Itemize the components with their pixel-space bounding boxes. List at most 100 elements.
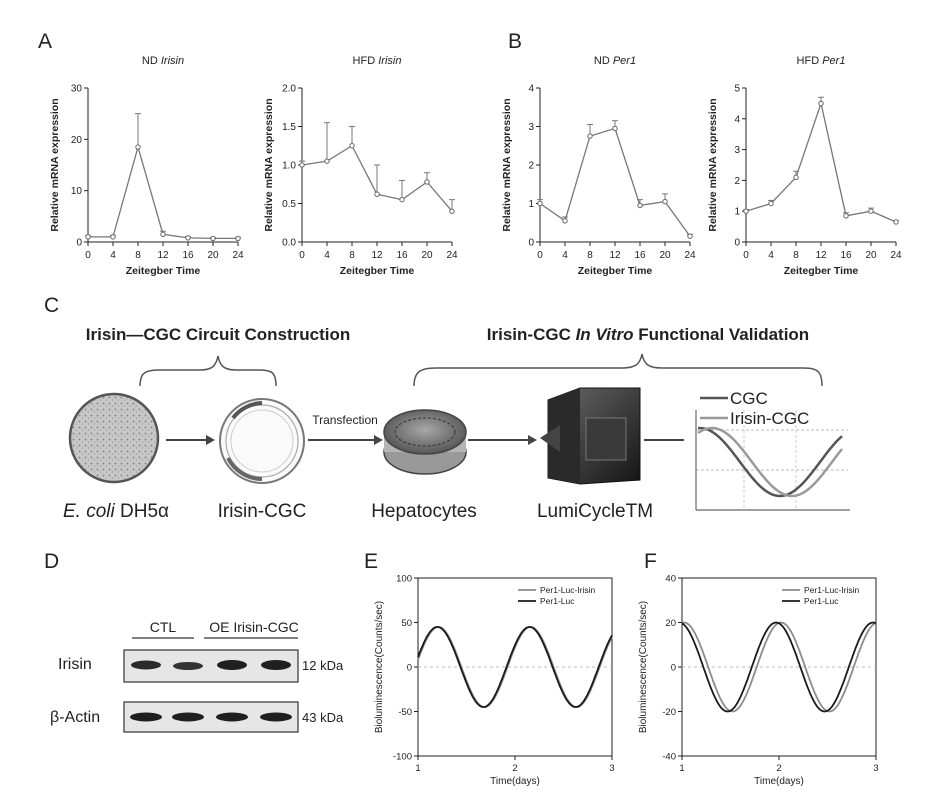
chart-title-gene: Irisin	[161, 55, 184, 67]
chart-title-prefix: ND	[594, 55, 613, 67]
data-point	[300, 163, 304, 167]
data-point	[894, 220, 898, 224]
y-tick-label: 2	[734, 176, 740, 187]
x-tick-label: 24	[890, 250, 902, 261]
y-tick-label: 50	[401, 618, 412, 629]
data-point	[236, 236, 240, 240]
chart-hfd-per1: HFD Per101234504812162024Zeitegber TimeR…	[707, 55, 902, 277]
chart-nd-irisin: ND Irisin010203004812162024Zeitegber Tim…	[49, 55, 244, 277]
x-tick-label: 16	[634, 250, 646, 261]
arrow-3-head	[528, 435, 537, 445]
x-tick-label: 4	[110, 250, 116, 261]
x-axis-label: Time(days)	[754, 776, 804, 787]
chart-nd-per1: ND Per10123404812162024Zeitegber TimeRel…	[501, 55, 696, 277]
data-point	[688, 234, 692, 238]
x-tick-label: 8	[135, 250, 141, 261]
blot-band	[173, 662, 203, 670]
x-axis-label: Zeitegber Time	[340, 265, 415, 277]
panel-letter-b: B	[508, 30, 522, 53]
x-tick-label: 2	[512, 763, 517, 774]
data-point	[425, 180, 429, 184]
panel-letter-a: A	[38, 30, 52, 53]
panel-letter-d: D	[44, 550, 59, 573]
blot-band	[130, 713, 162, 722]
ecoli-label: E. coli DH5α	[63, 501, 169, 522]
x-tick-label: 12	[609, 250, 621, 261]
ecoli-label-strain: DH5α	[115, 501, 169, 522]
x-tick-label: 12	[371, 250, 383, 261]
x-tick-label: 24	[232, 250, 244, 261]
data-point	[638, 203, 642, 207]
x-axis-label: Time(days)	[490, 776, 540, 787]
y-tick-label: 40	[665, 574, 676, 585]
x-tick-label: 12	[815, 250, 827, 261]
legend-label: Per1-Luc-Irisin	[804, 585, 860, 595]
arrow-1-head	[206, 435, 215, 445]
x-tick-label: 1	[679, 763, 684, 774]
arrow-2-head	[374, 435, 383, 445]
y-tick-label: 1.0	[282, 161, 296, 172]
blot-band	[261, 660, 291, 670]
chart-hfd-irisin: HFD Irisin0.00.51.01.52.004812162024Zeit…	[263, 55, 458, 277]
transfection-label: Transfection	[312, 413, 378, 427]
data-point	[844, 214, 848, 218]
blot-band	[131, 661, 161, 670]
x-tick-label: 0	[743, 250, 749, 261]
ecoli-label-italic: E. coli	[63, 501, 116, 522]
y-axis-label: Relative mRNA expression	[263, 98, 275, 231]
data-point	[613, 126, 617, 130]
y-axis-label: Bioluminescence(Counts/sec)	[638, 601, 649, 733]
chart-title: HFD Per1	[797, 55, 846, 67]
legend-label: Per1-Luc-Irisin	[540, 585, 596, 595]
data-point	[86, 235, 90, 239]
y-tick-label: 4	[734, 114, 740, 125]
y-tick-label: 3	[528, 122, 534, 133]
blot-row-actin-kda: 43 kDa	[302, 710, 344, 725]
x-axis-label: Zeitegber Time	[126, 265, 201, 277]
y-tick-label: 5	[734, 84, 740, 95]
data-point	[325, 159, 329, 163]
x-tick-label: 16	[840, 250, 852, 261]
data-point	[588, 134, 592, 138]
x-tick-label: 8	[793, 250, 799, 261]
heading-fv-part1: Irisin-CGC	[487, 325, 576, 344]
data-point	[769, 201, 773, 205]
heading-functional-validation: Irisin-CGC In Vitro Functional Validatio…	[487, 325, 809, 344]
y-tick-label: -20	[662, 707, 676, 718]
data-point	[869, 209, 873, 213]
x-tick-label: 2	[776, 763, 781, 774]
y-tick-label: 20	[71, 135, 83, 146]
lumicycle-device-icon	[540, 388, 640, 484]
x-axis-label: Zeitegber Time	[784, 265, 859, 277]
x-tick-label: 1	[415, 763, 420, 774]
y-tick-label: 2.0	[282, 84, 296, 95]
data-point	[186, 236, 190, 240]
x-tick-label: 12	[157, 250, 169, 261]
blot-row-irisin-label: Irisin	[58, 656, 92, 673]
data-point	[161, 232, 165, 236]
data-point	[350, 144, 354, 148]
blot-band	[216, 713, 248, 722]
hepatocyte-dish-icon	[384, 410, 466, 474]
blot-group-oe: OE Irisin-CGC	[209, 619, 298, 635]
data-point	[538, 201, 542, 205]
panel-letter-f: F	[644, 550, 657, 573]
heading-circuit-construction: Irisin—CGC Circuit Construction	[86, 325, 350, 344]
chart-title-prefix: ND	[142, 55, 161, 67]
western-blot: CTL OE Irisin-CGC Irisin 12 kDa β-Actin …	[50, 619, 344, 732]
data-point	[744, 209, 748, 213]
x-axis-label: Zeitegber Time	[578, 265, 653, 277]
y-tick-label: 4	[528, 84, 534, 95]
chart-title: ND Irisin	[142, 55, 184, 67]
y-axis-label: Relative mRNA expression	[707, 98, 719, 231]
y-tick-label: 30	[71, 84, 83, 95]
data-point	[111, 235, 115, 239]
blot-band	[217, 660, 247, 670]
y-tick-label: 1.5	[282, 122, 296, 133]
x-tick-label: 4	[768, 250, 774, 261]
x-tick-label: 0	[537, 250, 543, 261]
x-tick-label: 0	[299, 250, 305, 261]
y-tick-label: -50	[398, 707, 412, 718]
y-tick-label: -40	[662, 752, 676, 763]
